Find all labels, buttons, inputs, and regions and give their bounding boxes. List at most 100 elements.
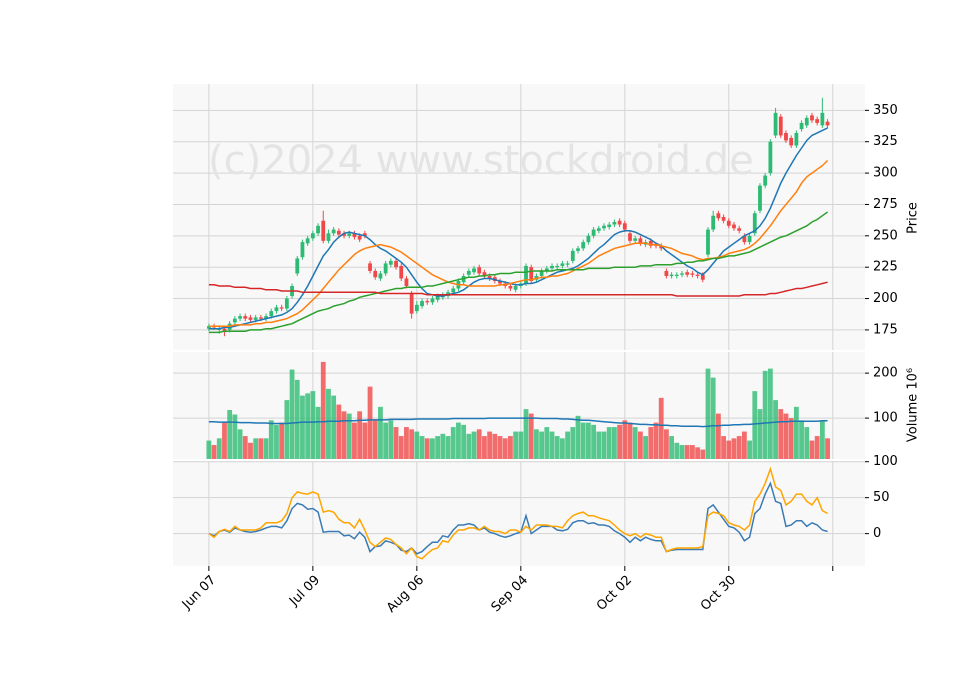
volume-bar — [492, 433, 498, 459]
volume-bar — [268, 420, 274, 459]
y-tick-label: 200 — [873, 291, 898, 306]
volume-bar — [248, 442, 253, 459]
x-tick-label: Aug 06 — [384, 573, 427, 616]
volume-bar — [508, 436, 513, 459]
y-tick-label: 350 — [873, 103, 898, 118]
volume-bar — [424, 438, 430, 459]
candle-body — [383, 263, 388, 274]
candle-body — [815, 119, 820, 123]
volume-bar — [617, 424, 623, 459]
volume-bar — [242, 436, 248, 459]
candle-body — [368, 263, 372, 271]
volume-bar — [528, 413, 534, 459]
volume-bar — [206, 440, 212, 459]
volume-bar — [695, 447, 700, 459]
x-tick-label: Oct 30 — [698, 573, 739, 614]
volume-bar — [606, 427, 612, 459]
volume-bar — [372, 420, 378, 459]
y-tick-label: 200 — [873, 366, 898, 381]
volume-bar — [627, 422, 633, 459]
volume-bar — [653, 422, 659, 459]
volume-bar — [398, 436, 404, 459]
candle-body — [388, 260, 393, 265]
candle-body — [238, 316, 242, 319]
panel-background — [173, 461, 865, 566]
candle-body — [321, 220, 326, 241]
volume-bar — [747, 440, 752, 459]
candle-body — [550, 265, 554, 269]
line-series — [208, 127, 828, 330]
volume-bar — [767, 368, 773, 459]
volume-bar — [456, 422, 461, 459]
volume-bar — [736, 436, 742, 459]
volume-bar — [237, 429, 243, 459]
panel — [173, 84, 865, 350]
candle-body — [206, 326, 211, 329]
volume-bar — [232, 414, 238, 459]
volume-bar — [378, 406, 383, 459]
volume-bar — [341, 411, 347, 459]
volume-bar — [752, 391, 758, 459]
candle-body — [487, 275, 492, 279]
candle-body — [706, 229, 710, 255]
candle-body — [472, 268, 476, 273]
volume-bar — [294, 379, 300, 459]
volume-bar — [352, 422, 357, 459]
candle-body — [758, 185, 762, 211]
candle-body — [622, 223, 627, 230]
candle-body — [768, 141, 773, 174]
candle-body — [810, 115, 814, 121]
volume-bar — [211, 445, 217, 459]
volume-bar — [315, 406, 321, 459]
volume-bar — [253, 438, 259, 459]
candle-body — [742, 235, 747, 243]
candle-body — [773, 112, 778, 136]
candle-body — [342, 233, 346, 236]
y-tick-label: 275 — [873, 197, 898, 212]
volume-bar — [705, 368, 711, 459]
volume-bar — [362, 422, 368, 459]
volume-bar — [222, 422, 227, 459]
volume-bar — [279, 422, 285, 459]
candle-body — [269, 311, 274, 317]
volume-label: Volume 10⁶ — [906, 368, 921, 442]
candle-body — [300, 242, 305, 258]
volume-bar — [263, 438, 269, 459]
volume-bar — [539, 431, 545, 459]
volume-bar — [466, 433, 472, 459]
y-tick-label: 225 — [873, 260, 898, 275]
candle-body — [628, 233, 632, 241]
volume-bar — [357, 411, 363, 459]
volume-bar — [482, 436, 487, 459]
candle-body — [820, 112, 825, 126]
line-series — [208, 481, 828, 555]
candle-body — [799, 122, 804, 130]
volume-bar — [731, 438, 737, 459]
candle-body — [659, 245, 664, 249]
candle-body — [264, 316, 268, 319]
volume-bar — [783, 413, 789, 459]
volume-bar — [757, 409, 763, 459]
volume-bar — [663, 429, 669, 459]
candle-body — [607, 224, 612, 228]
volume-bar — [814, 436, 820, 459]
volume-bar — [612, 427, 617, 459]
volume-bar — [804, 427, 810, 459]
volume-bar — [513, 431, 519, 459]
volume-bar — [414, 431, 420, 459]
candle-body — [373, 270, 378, 278]
candle-body — [633, 238, 638, 241]
volume-bar — [440, 433, 446, 459]
candle-body — [513, 286, 518, 290]
volume-bar — [326, 388, 331, 459]
volume-bar — [773, 400, 778, 459]
volume-bar — [715, 413, 721, 459]
candle-body — [336, 230, 341, 235]
candle-body — [425, 301, 430, 303]
candle-body — [789, 137, 794, 146]
candle-body — [565, 263, 570, 265]
candle-body — [305, 238, 310, 244]
candle-body — [721, 217, 726, 221]
candle-body — [508, 286, 513, 289]
candle-body — [524, 265, 528, 284]
